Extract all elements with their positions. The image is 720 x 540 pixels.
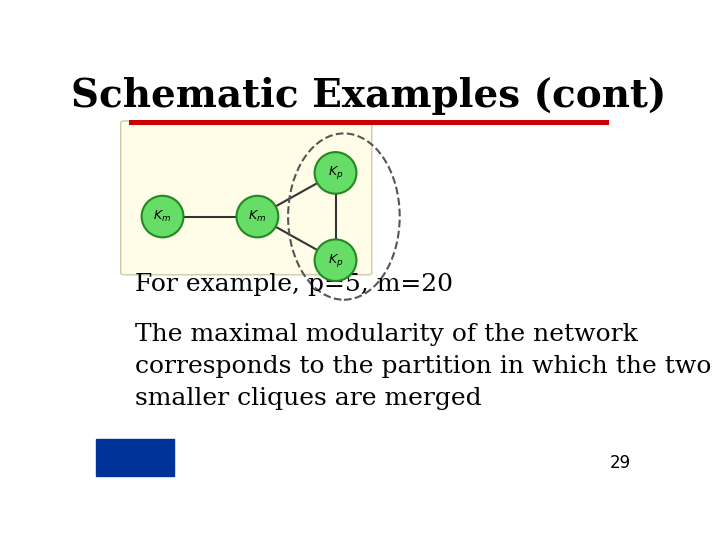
Text: $K_p$: $K_p$ — [328, 164, 343, 181]
Text: $K_m$: $K_m$ — [153, 209, 171, 224]
Ellipse shape — [315, 239, 356, 281]
Bar — [96, 439, 174, 476]
Bar — [129, 120, 609, 125]
Ellipse shape — [236, 196, 279, 238]
Text: $K_m$: $K_m$ — [248, 209, 266, 224]
Text: 29: 29 — [610, 454, 631, 472]
Ellipse shape — [142, 196, 184, 238]
FancyBboxPatch shape — [121, 121, 372, 275]
Text: Schematic Examples (cont): Schematic Examples (cont) — [71, 77, 667, 115]
Text: For example, p=5, m=20: For example, p=5, m=20 — [135, 273, 453, 296]
Text: The maximal modularity of the network
corresponds to the partition in which the : The maximal modularity of the network co… — [135, 322, 711, 410]
Ellipse shape — [315, 152, 356, 194]
Text: $K_p$: $K_p$ — [328, 252, 343, 269]
Text: UNIVERSITY OF
FLORIDA: UNIVERSITY OF FLORIDA — [96, 448, 168, 468]
